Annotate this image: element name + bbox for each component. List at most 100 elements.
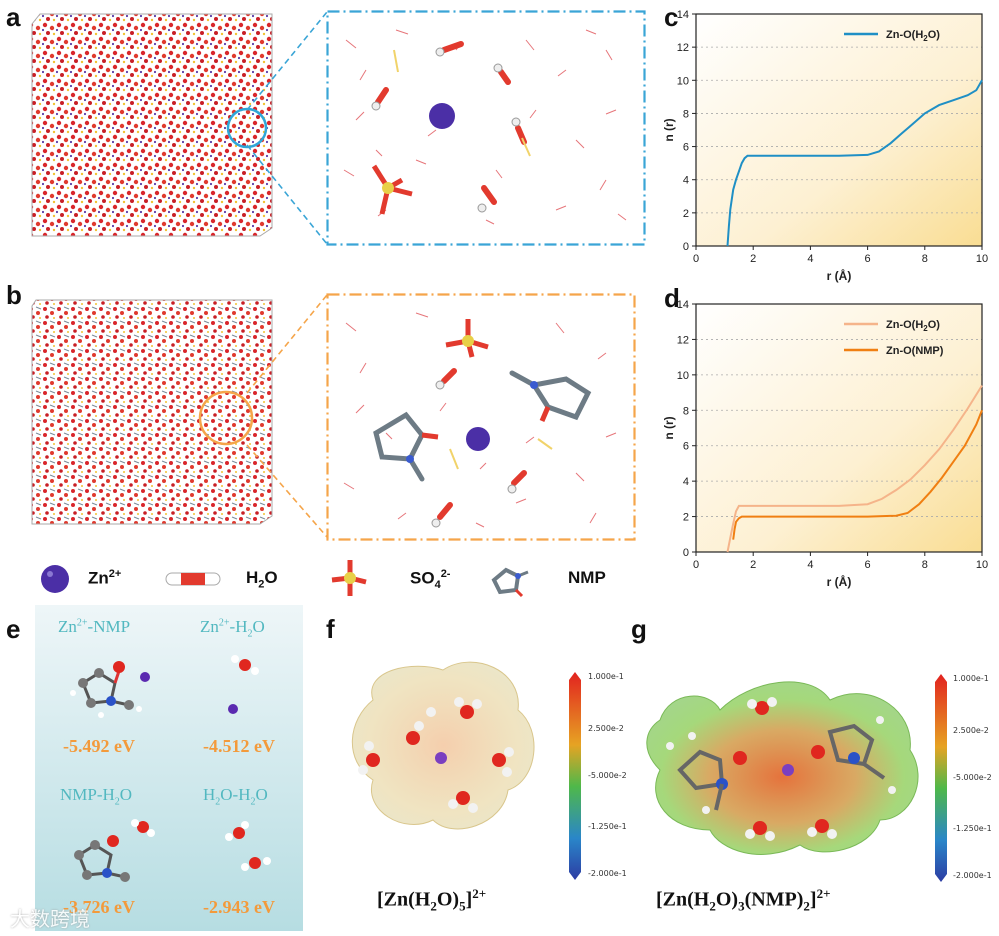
x-tick-label: 2 — [750, 253, 756, 265]
y-axis-label: n (r) — [662, 416, 676, 439]
panel-label-d: d — [664, 283, 680, 313]
colorbar-f-label-5: -2.000e-1 — [588, 869, 627, 878]
series-line-0 — [726, 79, 983, 247]
plot-area — [696, 304, 982, 552]
y-tick-label: 2 — [683, 208, 689, 220]
energy-h2o-h2o: -2.943 eV — [203, 897, 275, 917]
legend-label-1: Zn-O(NMP) — [886, 345, 944, 357]
pair-title-zn-h2o: Zn2+-H2O — [200, 617, 265, 640]
legend-so4-label: SO42- — [410, 568, 451, 592]
y-tick-label: 6 — [683, 142, 689, 154]
x-tick-label: 4 — [807, 559, 813, 571]
sulfate-icon — [331, 560, 367, 596]
colorbar-f-label-2: 2.500e-2 — [588, 724, 624, 733]
y-tick-label: 0 — [683, 547, 689, 559]
x-tick-label: 2 — [750, 559, 756, 571]
legend-label-0: Zn-O(H2O) — [886, 319, 940, 333]
pair-title-zn-nmp: Zn2+-NMP — [58, 617, 131, 636]
energy-zn-h2o: -4.512 eV — [203, 736, 275, 756]
zn-h2o-structure — [228, 655, 259, 714]
x-tick-label: 4 — [807, 253, 813, 265]
y-tick-label: 6 — [683, 441, 689, 453]
colorbar-g-label-1: 1.000e-1 — [953, 674, 989, 683]
x-tick-label: 8 — [922, 559, 928, 571]
panel-label-a: a — [6, 2, 21, 32]
caption-g: [Zn(H2O)3(NMP)2]2+ — [656, 886, 831, 914]
y-axis-label: n (r) — [662, 118, 676, 141]
series-line-0 — [726, 384, 983, 553]
rdf-chart-d: 0 2 4 6 8 10 0 2 4 6 8 10 12 14 r (Å) n (r) Zn-O(H2O) Zn-… — [662, 299, 988, 589]
y-tick-label: 10 — [677, 75, 689, 87]
plot-frame — [695, 13, 983, 247]
zoom-box-a — [326, 10, 646, 246]
x-tick-label: 6 — [865, 253, 871, 265]
y-tick-label: 4 — [683, 175, 689, 187]
y-tick-label: 0 — [683, 241, 689, 253]
x-axis-label: r (Å) — [827, 268, 852, 283]
panel-label-g: g — [631, 614, 647, 644]
zoom-lines-b — [246, 294, 328, 538]
h2o-h2o-structure — [225, 821, 271, 871]
colorbar-f — [569, 672, 581, 880]
pair-title-h2o-h2o: H2O-H2O — [203, 785, 268, 808]
y-tick-label: 2 — [683, 512, 689, 524]
y-tick-label: 8 — [683, 405, 689, 417]
colorbar-g — [935, 674, 947, 882]
x-tick-label: 6 — [865, 559, 871, 571]
watermark: 大数跨境 — [10, 907, 90, 931]
panel-label-e: e — [6, 614, 21, 644]
plot-frame — [695, 303, 983, 553]
y-tick-label: 10 — [677, 370, 689, 382]
colorbar-g-label-5: -2.000e-1 — [953, 871, 992, 880]
zoom-circle-b — [198, 390, 254, 446]
x-axis-label: r (Å) — [827, 574, 852, 589]
panel-label-b: b — [6, 280, 22, 310]
legend-label-0: Zn-O(H2O) — [886, 29, 940, 43]
x-tick-label: 0 — [693, 253, 699, 265]
energy-zn-nmp: -5.492 eV — [63, 736, 135, 756]
zn-ion-icon — [41, 565, 69, 593]
legend-nmp-label: NMP — [568, 568, 606, 587]
colorbar-f-label-3: -5.000e-2 — [588, 771, 627, 780]
y-tick-label: 8 — [683, 108, 689, 120]
nmp-icon — [491, 567, 529, 598]
colorbar-g-label-3: -5.000e-2 — [953, 773, 992, 782]
panel-label-c: c — [664, 2, 679, 32]
sulfate-molecule — [371, 164, 413, 215]
binding-energy-panel: Zn2+-NMP Zn2+-H2O NMP-H2O H2O-H2O -5.492… — [35, 605, 303, 931]
x-tick-label: 0 — [693, 559, 699, 571]
colorbar-f-label-1: 1.000e-1 — [588, 672, 624, 681]
x-tick-label: 8 — [922, 253, 928, 265]
esp-surface-g — [646, 681, 919, 855]
legend-zn-label: Zn2+ — [88, 568, 122, 588]
y-tick-label: 4 — [683, 476, 689, 488]
energy-nmp-h2o: -3.726 eV — [63, 897, 135, 917]
colorbar-g-label-4: -1.250e-1 — [953, 824, 992, 833]
series-line-1 — [732, 409, 983, 540]
y-tick-label: 14 — [677, 299, 689, 311]
caption-f: [Zn(H2O)5]2+ — [377, 886, 487, 914]
legend-h2o-label: H2O — [246, 568, 278, 591]
nmp-h2o-structure — [74, 819, 155, 882]
y-tick-label: 12 — [677, 334, 689, 346]
zoom-box-b — [326, 293, 636, 541]
y-tick-label: 14 — [677, 9, 689, 21]
colorbar-f-label-4: -1.250e-1 — [588, 822, 627, 831]
molecule-legend: Zn2+ H2O SO42- NMP — [30, 556, 670, 600]
plot-area — [696, 14, 982, 246]
pair-title-nmp-h2o: NMP-H2O — [60, 785, 133, 808]
zn-nmp-structure — [70, 661, 150, 718]
y-tick-label: 12 — [677, 42, 689, 54]
esp-surface-f — [351, 661, 535, 830]
h2o-icon — [165, 572, 221, 586]
x-tick-label: 10 — [976, 559, 988, 571]
panel-label-f: f — [326, 614, 335, 644]
x-tick-label: 10 — [976, 253, 988, 265]
simulation-box-b — [31, 299, 273, 525]
simulation-box-a — [31, 13, 273, 237]
zn-ion — [429, 103, 455, 129]
rdf-chart-c: 0 2 4 6 8 10 0 2 4 6 8 10 12 14 r (Å) n (r) Zn-O(H2O) — [662, 9, 988, 283]
h2o-molecule — [435, 41, 464, 57]
colorbar-g-label-2: 2.500e-2 — [953, 726, 989, 735]
zoom-lines-a — [246, 11, 328, 245]
